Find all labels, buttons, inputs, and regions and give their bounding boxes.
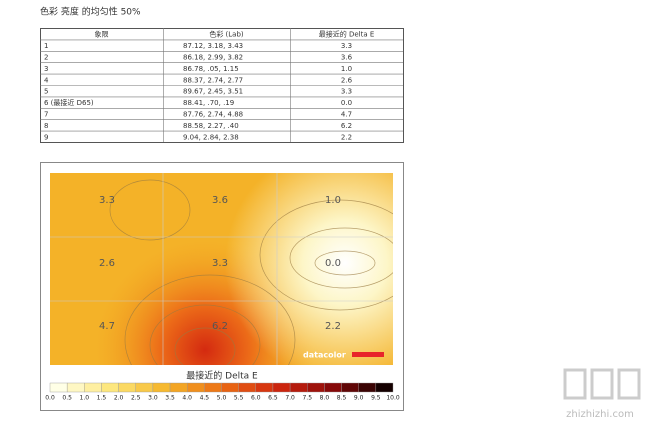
title: 色彩 亮度 的均匀性 50%: [40, 6, 141, 18]
cell-value: 0.0: [325, 258, 341, 269]
table-cell: 9.04, 2.84, 2.38: [183, 133, 239, 141]
table-cell: 3: [44, 65, 48, 73]
cell-value: 3.3: [99, 195, 115, 206]
table: 象限 色彩 (Lab) 最接近的 Delta E 1 87.12, 3.18, 3.43…: [40, 28, 404, 143]
cell-value: 4.7: [99, 321, 115, 332]
scale-swatch: [66, 382, 85, 393]
scale-swatch: [289, 382, 308, 393]
scale-label: 1.0: [80, 395, 90, 402]
table-cell: 7: [44, 111, 48, 119]
scale-swatch: [238, 382, 256, 393]
scale-label: 1.5: [97, 395, 107, 402]
scale-label: 3.5: [165, 395, 175, 402]
scale-label: 5.5: [234, 395, 244, 402]
scale-swatch: [307, 382, 325, 393]
cell-value: 2.2: [325, 321, 341, 332]
scale-label: 0.5: [62, 395, 72, 402]
scale-swatch: [49, 382, 68, 393]
table-cell: 1.0: [341, 65, 352, 73]
scale-label: 4.0: [182, 395, 192, 402]
scale-swatch: [186, 382, 205, 393]
cell-values: 3.3 3.6 1.0 2.6 3.3 0.0 4.7 6.2 2.2: [99, 195, 341, 332]
scale-swatch: [169, 382, 188, 393]
table-cell: 6.2: [341, 122, 352, 130]
scale-swatch: [324, 382, 342, 393]
scale-label: 7.0: [285, 395, 295, 402]
table-cell: 3.3: [341, 88, 352, 96]
table-cell: 88.41, .70, .19: [183, 99, 234, 107]
scale-swatch: [221, 382, 239, 393]
scale-swatch: [204, 382, 222, 393]
watermark: zhizhizhi.com: [566, 409, 634, 420]
table-cell: 0.0: [341, 99, 352, 107]
table-cell: 87.12, 3.18, 3.43: [183, 42, 243, 50]
scale-label: 5.0: [217, 395, 227, 402]
cell-value: 3.3: [212, 258, 228, 269]
brand: datacolor: [303, 351, 346, 360]
cell-value: 3.6: [212, 195, 228, 206]
table-cell: 5: [44, 88, 48, 96]
column-header: 象限: [95, 30, 109, 39]
legend-title: 最接近的 Delta E: [186, 370, 258, 382]
table-cell: 86.18, 2.99, 3.82: [183, 54, 243, 62]
table-cell: 9: [44, 133, 48, 141]
column-header: 色彩 (Lab): [209, 30, 244, 39]
cell-value: 1.0: [325, 195, 341, 206]
scale-swatch: [341, 382, 359, 393]
table-cell: 6 (最接近 D65): [44, 98, 94, 107]
scale-label: 4.5: [200, 395, 210, 402]
cell-value: 2.6: [99, 258, 115, 269]
scale-label: 9.5: [371, 395, 381, 402]
scale-label: 9.0: [354, 395, 364, 402]
scale-label: 3.0: [148, 395, 158, 402]
scale-label: 2.0: [114, 395, 124, 402]
scale-swatch: [118, 382, 136, 393]
table-cell: 88.37, 2.74, 2.77: [183, 76, 243, 84]
table-cell: 4.7: [341, 111, 352, 119]
table-cell: 2.2: [341, 133, 352, 141]
color-scale: 0.0 0.5 1.0 1.5 2.0 2.5 3.0 3.5 4.0 4.5 5.0 5.5 6.0 6…: [45, 382, 400, 402]
scale-label: 6.0: [251, 395, 261, 402]
scale-swatch: [255, 382, 274, 393]
table-cell: 86.78, .05, 1.15: [183, 65, 239, 73]
watermark-logo: [563, 368, 641, 400]
table-cell: 88.58, 2.27, .40: [183, 122, 239, 130]
scale-swatch: [135, 382, 154, 393]
heat-white: [50, 173, 393, 365]
table-cell: 2.6: [341, 76, 353, 84]
scale-swatch: [375, 382, 394, 393]
scale-swatch: [152, 382, 171, 393]
scale-label: 8.0: [320, 395, 330, 402]
scale-label: 0.0: [45, 395, 55, 402]
table-cell: 87.76, 2.74, 4.88: [183, 111, 243, 119]
scale-label: 6.5: [268, 395, 278, 402]
scale-swatch: [84, 382, 102, 393]
heatmap: [50, 173, 393, 365]
table-cell: 8: [44, 122, 48, 130]
scale-label: 8.5: [337, 395, 347, 402]
scale-label: 2.5: [131, 395, 141, 402]
table-cell: 2: [44, 54, 48, 62]
scale-label: 7.5: [302, 395, 312, 402]
column-header: 最接近的 Delta E: [319, 30, 375, 39]
cell-value: 6.2: [212, 321, 228, 332]
scale-label: 10.0: [386, 395, 400, 402]
table-cell: 89.67, 2.45, 3.51: [183, 88, 243, 96]
table-cell: 3.3: [341, 42, 352, 50]
table-cell: 4: [44, 76, 49, 84]
scale-swatch: [272, 382, 291, 393]
scale-swatch: [358, 382, 377, 393]
scale-swatch: [101, 382, 119, 393]
table-cell: 3.6: [341, 54, 353, 62]
table-cell: 1: [44, 42, 48, 50]
contours: [109, 179, 393, 365]
